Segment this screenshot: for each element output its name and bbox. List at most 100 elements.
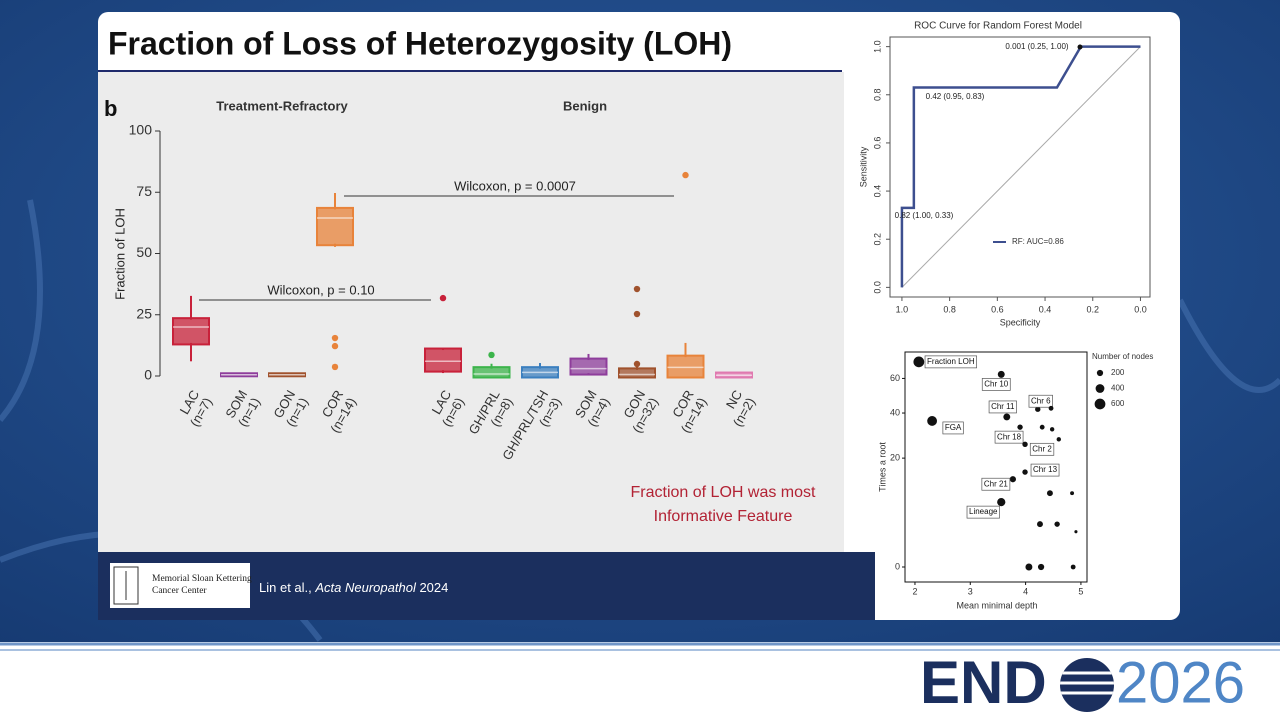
x-tick-label: 0.2 (1086, 304, 1099, 314)
point-label: Fraction LOH (927, 357, 975, 366)
y-tick-label: 0.6 (872, 137, 882, 150)
x-tick-label: 0.8 (943, 304, 956, 314)
logo-year: 2026 (1116, 650, 1245, 715)
x-tick-label: COR(n=14) (315, 388, 360, 436)
box (172, 317, 210, 346)
point-label-box (1029, 442, 1055, 456)
logo-globe (1060, 658, 1114, 712)
institution-name: Cancer Center (152, 586, 207, 596)
legend-marker (1094, 398, 1106, 410)
group-label: Treatment-Refractory (216, 98, 348, 113)
outlier (331, 363, 339, 371)
outlier (633, 310, 641, 318)
point-label: FGA (945, 423, 962, 432)
point-label-box (981, 477, 1011, 491)
outlier (633, 285, 641, 293)
plot-frame (889, 36, 1151, 298)
threshold-label: 0.001 (0.25, 1.00) (1005, 42, 1068, 51)
y-tick-label: 1.0 (872, 40, 882, 53)
point (1048, 405, 1054, 411)
point-label: Chr 13 (1033, 465, 1058, 474)
x-tick-label: 4 (1023, 586, 1028, 596)
x-tick-label: 5 (1078, 586, 1083, 596)
point (1009, 476, 1016, 483)
box (618, 367, 656, 379)
point (1037, 521, 1043, 528)
y-tick-label: 0.2 (872, 233, 882, 246)
institution-logo-box (110, 563, 250, 608)
group-label: Benign (563, 98, 607, 113)
threshold-label: 0.82 (1.00, 0.33) (895, 211, 954, 220)
y-tick-label: 25 (136, 305, 152, 321)
point (1017, 424, 1023, 430)
point-label: Chr 18 (997, 432, 1022, 441)
x-tick-label: 0.4 (1039, 304, 1052, 314)
citation-journal: Acta Neuropathol (314, 580, 417, 595)
legend-label: 400 (1111, 384, 1125, 393)
x-axis-label: Mean minimal depth (956, 600, 1037, 610)
threshold-point (1077, 44, 1083, 50)
point-label: Chr 2 (1032, 444, 1052, 453)
point-label-box (1030, 463, 1060, 477)
y-tick-label: 0.4 (872, 185, 882, 198)
point-label-box (981, 378, 1011, 391)
citation: Lin et al., Acta Neuropathol 2024 (259, 580, 448, 595)
legend-label: 600 (1111, 399, 1125, 408)
legend-marker (1096, 369, 1104, 377)
y-tick-label: 40 (890, 407, 900, 417)
point (997, 370, 1005, 378)
y-tick-label: 0 (895, 561, 900, 571)
point (1070, 564, 1076, 570)
box (666, 354, 705, 379)
point (1035, 406, 1041, 412)
note: Informative Feature (654, 508, 793, 525)
point-label: Chr 21 (984, 479, 1009, 488)
chart-title: ROC Curve for Random Forest Model (914, 21, 1082, 32)
point (1025, 563, 1033, 571)
y-tick-label: 0.8 (872, 89, 882, 102)
box (569, 357, 608, 376)
point (1054, 521, 1060, 527)
point (927, 416, 938, 426)
y-tick-label: 100 (129, 122, 153, 138)
point (1074, 530, 1078, 534)
panel-label: b (104, 96, 117, 121)
y-tick-label: 75 (136, 183, 152, 199)
x-tick-label: 3 (968, 586, 973, 596)
box (424, 347, 462, 373)
x-axis-label: Specificity (1000, 317, 1041, 327)
y-tick-label: 20 (890, 453, 900, 463)
legend-marker (1095, 384, 1105, 393)
outlier (488, 351, 495, 359)
point (1022, 441, 1028, 448)
point-label: Lineage (969, 507, 998, 516)
point (1039, 424, 1045, 430)
point-label-box (994, 430, 1024, 444)
point (1056, 437, 1061, 442)
box (472, 366, 511, 379)
y-tick-label: 60 (890, 373, 900, 383)
point-label-box (942, 421, 964, 435)
comparison-label: Wilcoxon, p = 0.0007 (454, 178, 576, 193)
outlier (633, 360, 641, 368)
legend-title: Number of nodes (1092, 352, 1153, 361)
point-label-box (966, 505, 1000, 519)
x-tick-label: 0.6 (991, 304, 1004, 314)
outlier (439, 294, 447, 302)
institution-name: Memorial Sloan Kettering (152, 574, 252, 584)
y-axis-label: Fraction of LOH (112, 208, 127, 300)
point (1003, 413, 1011, 421)
threshold-label: 0.42 (0.95, 0.83) (926, 92, 985, 101)
point (997, 498, 1006, 507)
y-tick-label: 50 (136, 244, 152, 260)
x-tick-label: 2 (912, 586, 917, 596)
legend-label: 200 (1111, 368, 1125, 377)
institution-emblem (113, 566, 139, 605)
outlier (331, 342, 339, 350)
point (1046, 490, 1053, 497)
x-tick-label: GON(n=1) (270, 388, 311, 430)
reference-line (901, 46, 1141, 288)
point (1022, 469, 1028, 475)
point-label: Chr 6 (1031, 396, 1051, 405)
